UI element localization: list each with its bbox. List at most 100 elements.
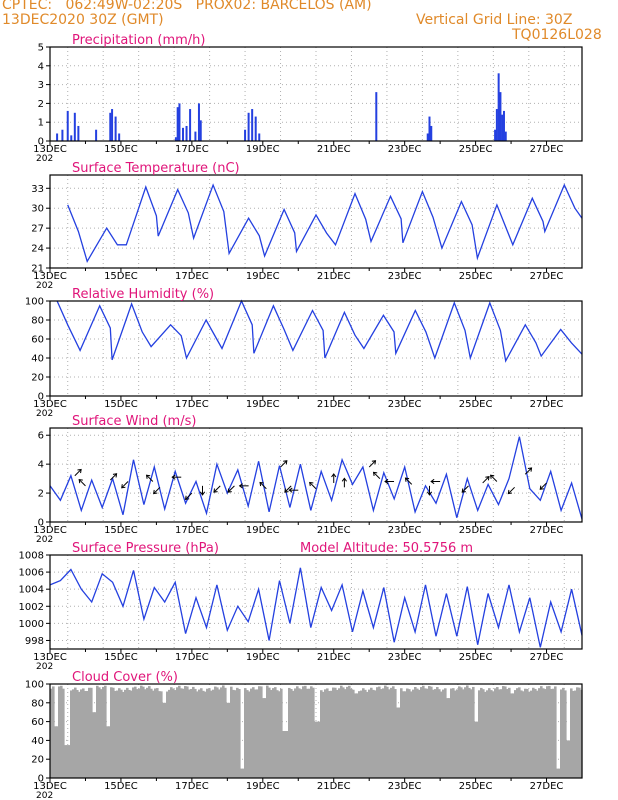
wind-arrow-head — [461, 488, 466, 493]
cloud-cover-bar — [360, 690, 363, 778]
series-line — [49, 436, 583, 520]
cloud-cover-bar — [390, 687, 393, 778]
cloud-cover-bar — [268, 687, 271, 778]
wind-arrow-head — [372, 471, 378, 477]
precip-bar — [189, 109, 192, 141]
precip-bar — [244, 129, 247, 141]
precip-bar — [495, 109, 498, 141]
y-tick-label: 1002 — [19, 602, 44, 613]
cloud-cover-bar — [250, 688, 253, 778]
cloud-cover-bar — [230, 686, 233, 778]
y-tick-label: 2 — [38, 489, 44, 500]
wind-arrow — [121, 481, 129, 489]
precip-bar — [109, 112, 112, 141]
cloud-cover-bar — [490, 690, 493, 778]
cloud-cover-bar — [558, 768, 561, 778]
panel-1 — [46, 46, 583, 145]
cloud-cover-bar — [386, 686, 389, 778]
x-tick-label: 17DEC — [175, 781, 209, 792]
cloud-cover-bar — [580, 689, 583, 778]
wind-arrow-head — [284, 488, 289, 493]
cloud-cover-bar — [472, 686, 475, 778]
cloud-cover-bar — [552, 688, 555, 778]
cloud-cover-bar — [150, 688, 153, 778]
y-tick-label: 998 — [25, 636, 44, 647]
x-tick-label: 19DEC — [246, 144, 280, 155]
panel-title: Surface Temperature (nC) — [72, 161, 240, 176]
panel-frame — [49, 683, 583, 779]
cloud-cover-bar — [204, 691, 207, 778]
cloud-cover-bar — [366, 691, 369, 778]
cloud-cover-bar — [340, 685, 343, 778]
cloud-cover-bar — [240, 768, 243, 778]
cloud-cover-bar — [468, 687, 471, 778]
panel-title: Surface Wind (m/s) — [72, 414, 196, 429]
cloud-cover-bar — [220, 687, 223, 778]
cloud-cover-bar — [146, 687, 149, 778]
panel-title: Relative Humidity (%) — [72, 287, 214, 302]
y-tick-label: 4 — [38, 61, 44, 72]
y-tick-label: 0 — [38, 137, 44, 148]
cloud-cover-bar — [222, 685, 225, 778]
cloud-cover-bar — [508, 687, 511, 778]
x-tick-label: 21DEC — [317, 144, 351, 155]
x-tick-label: 19DEC — [246, 399, 280, 410]
cloud-cover-bar — [306, 688, 309, 778]
cloud-cover-bar — [454, 690, 457, 778]
cloud-cover-bar — [450, 688, 453, 778]
cloud-cover-bar — [574, 690, 577, 778]
cloud-cover-bar — [152, 690, 155, 778]
wind-arrow — [213, 485, 221, 493]
cloud-cover-bar — [530, 690, 533, 778]
cloud-cover-bar — [288, 687, 291, 778]
cloud-cover-bar — [418, 689, 421, 778]
cloud-cover-bar — [364, 689, 367, 778]
precip-bar — [56, 133, 59, 141]
cloud-cover-bar — [404, 691, 407, 778]
wind-arrow — [490, 474, 498, 482]
cloud-cover-bar — [254, 689, 257, 778]
cloud-cover-bar — [144, 689, 147, 778]
cloud-cover-bar — [234, 690, 237, 778]
x-tick-label: 17DEC — [175, 271, 209, 282]
cloud-cover-bar — [64, 745, 67, 778]
cloud-cover-bar — [86, 690, 89, 778]
cloud-cover-bar — [192, 686, 195, 778]
precip-bar — [494, 129, 497, 141]
cloud-cover-bar — [170, 687, 173, 778]
precip-bar — [504, 131, 507, 141]
y-tick-label: 0 — [38, 774, 44, 785]
wind-arrow — [309, 482, 317, 490]
wind-arrow-head — [309, 481, 314, 487]
cloud-cover-bar — [148, 686, 151, 778]
cloud-cover-bar — [510, 693, 513, 778]
cloud-cover-bar — [50, 688, 53, 778]
cloud-cover-bar — [278, 691, 281, 778]
cloud-cover-bar — [520, 690, 523, 778]
cloud-cover-bar — [320, 690, 323, 778]
y-tick-label: 3 — [38, 80, 44, 91]
x-tick-label: 23DEC — [388, 399, 422, 410]
cloud-cover-bar — [156, 688, 159, 778]
x-tick-label: 21DEC — [317, 271, 351, 282]
cloud-cover-bar — [444, 688, 447, 778]
panel-3 — [46, 299, 583, 400]
x-year-label: 202 — [36, 662, 53, 672]
cloud-cover-bar — [62, 688, 65, 778]
cloud-cover-bar — [506, 689, 509, 778]
cloud-cover-bar — [312, 687, 315, 778]
cloud-cover-bar — [498, 689, 501, 778]
panel-frame — [49, 554, 583, 650]
cloud-cover-bar — [162, 702, 165, 778]
wind-arrow — [461, 485, 469, 493]
x-tick-label: 27DEC — [530, 271, 564, 282]
y-tick-label: 5 — [38, 43, 44, 54]
cloud-cover-bar — [154, 688, 157, 778]
precip-bar — [428, 116, 431, 141]
cloud-cover-bar — [344, 689, 347, 778]
precip-bar — [497, 73, 500, 141]
cloud-cover-bar — [284, 731, 287, 778]
cloud-cover-bar — [502, 686, 505, 778]
cloud-cover-bar — [476, 721, 479, 778]
precip-bar — [501, 114, 504, 141]
